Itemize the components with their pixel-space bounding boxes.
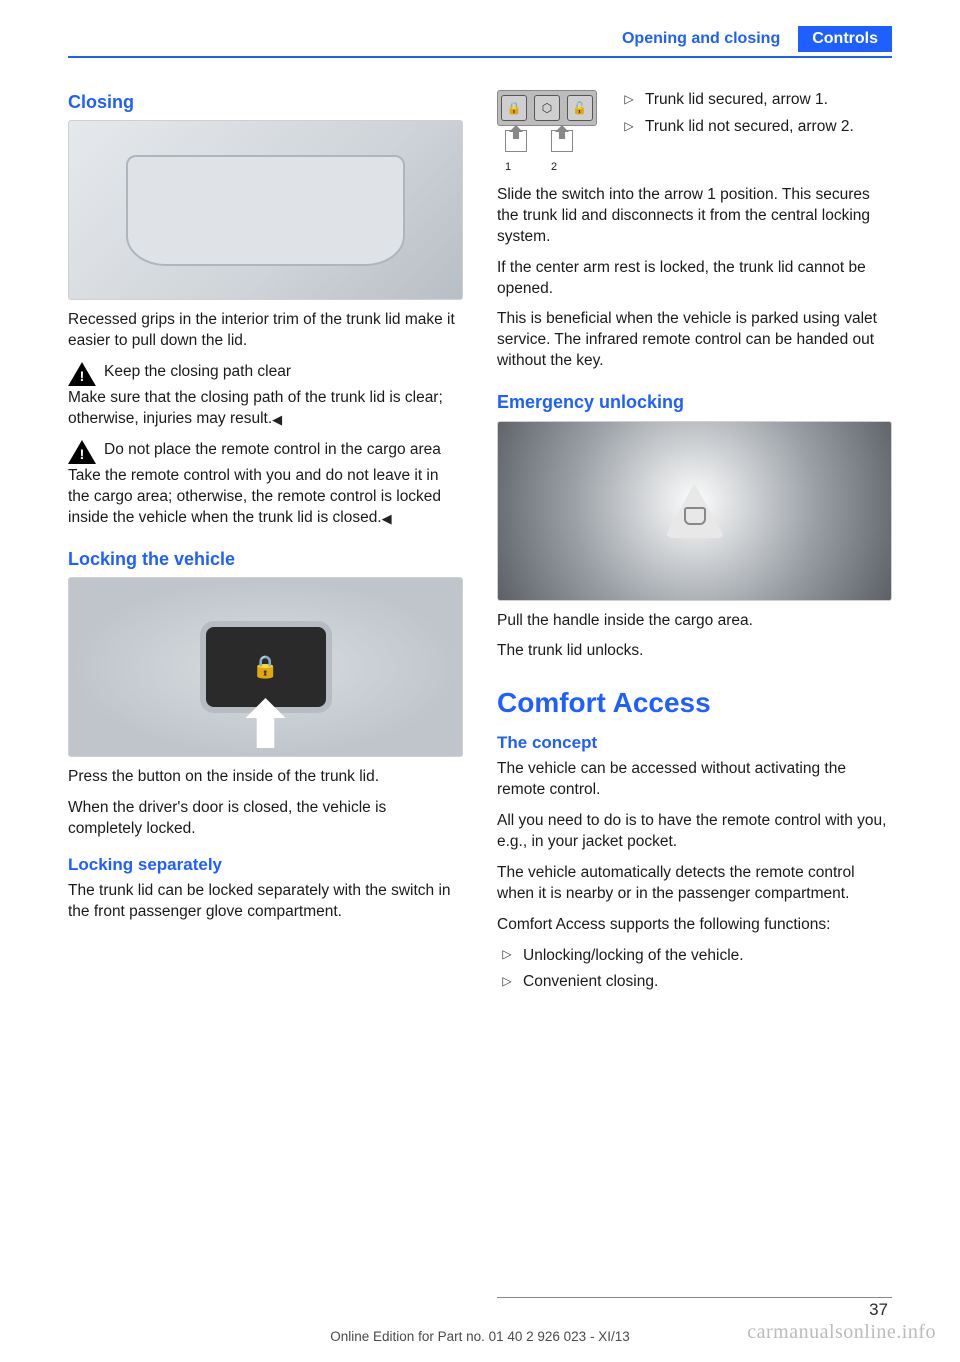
lock-open-icon: 🔓 (567, 95, 593, 121)
arrow-label-1: 1 (505, 160, 527, 175)
warning-remote-control-body: Take the remote control with you and do … (68, 466, 463, 529)
two-column-layout: Closing Recessed grips in the interior t… (68, 90, 892, 1282)
text-concept-1: The vehicle can be accessed without acti… (497, 759, 892, 801)
bullet-icon: ▷ (623, 120, 635, 132)
bullet-icon: ▷ (501, 975, 513, 987)
text-pull-handle: Pull the handle inside the cargo area. (497, 611, 892, 632)
bullet-icon: ▷ (623, 93, 635, 105)
page-header: Opening and closing Controls (622, 26, 892, 52)
text-armrest: If the center arm rest is locked, the tr… (497, 258, 892, 300)
list-item: ▷ Trunk lid not secured, arrow 2. (619, 117, 892, 138)
warning-body-text: Make sure that the closing path of the t… (68, 389, 443, 427)
bullet-icon: ▷ (501, 949, 513, 961)
text-drivers-door: When the driver's door is closed, the ve… (68, 798, 463, 840)
warning-closing-path: ! Keep the closing path clear (68, 362, 463, 386)
text-concept-3: The vehicle automatically detects the re… (497, 863, 892, 905)
warning-text: Keep the closing path clear (104, 362, 463, 386)
bullet-text: Unlocking/locking of the vehicle. (523, 946, 744, 967)
arrow-labels-row: 1 2 (497, 130, 607, 167)
right-column: 🔒 ⬡ 🔓 1 2 ▷ Tr (497, 90, 892, 1282)
text-press-button: Press the button on the inside of the tr… (68, 767, 463, 788)
emergency-handle-icon (665, 483, 725, 538)
heading-locking-vehicle: Locking the vehicle (68, 547, 463, 571)
text-concept-4: Comfort Access supports the following fu… (497, 915, 892, 936)
warning-icon: ! (68, 440, 96, 464)
trunk-icon: ⬡ (534, 95, 560, 121)
text-locking-separately: The trunk lid can be locked separately w… (68, 881, 463, 923)
lock-icon: 🔒 (252, 652, 279, 682)
text-valet: This is beneficial when the vehicle is p… (497, 309, 892, 372)
heading-locking-separately: Locking separately (68, 854, 463, 877)
switch-panel-graphic: 🔒 ⬡ 🔓 (497, 90, 597, 126)
arrow-up-icon (551, 130, 573, 152)
text-slide-switch: Slide the switch into the arrow 1 positi… (497, 185, 892, 248)
page-number: 37 (869, 1300, 888, 1320)
text-recessed-grips: Recessed grips in the interior trim of t… (68, 310, 463, 352)
left-column: Closing Recessed grips in the interior t… (68, 90, 463, 1282)
list-item: ▷ Trunk lid secured, arrow 1. (619, 90, 892, 111)
figure-emergency-handle (497, 421, 892, 601)
lock-button-graphic: 🔒 (206, 627, 326, 707)
warning-closing-path-body: Make sure that the closing path of the t… (68, 388, 463, 430)
end-marker-icon: ◀ (272, 411, 282, 429)
heading-the-concept: The concept (497, 732, 892, 755)
heading-closing: Closing (68, 90, 463, 114)
lock-closed-icon: 🔒 (501, 95, 527, 121)
text-trunk-unlocks: The trunk lid unlocks. (497, 641, 892, 662)
warning-remote-control: ! Do not place the remote control in the… (68, 440, 463, 464)
figure-glove-switch: 🔒 ⬡ 🔓 1 2 (497, 90, 607, 167)
watermark-text: carmanualsonline.info (747, 1321, 936, 1344)
page-rule (497, 1297, 892, 1298)
breadcrumb-section: Opening and closing (622, 30, 780, 48)
bullet-text: Trunk lid not secured, arrow 2. (645, 117, 854, 138)
chapter-badge: Controls (798, 26, 892, 52)
end-marker-icon: ◀ (382, 510, 392, 528)
bullet-text: Trunk lid secured, arrow 1. (645, 90, 828, 111)
bullet-text: Convenient closing. (523, 972, 658, 993)
warning-text: Do not place the remote control in the c… (104, 440, 463, 464)
switch-figure-block: 🔒 ⬡ 🔓 1 2 ▷ Tr (497, 90, 892, 173)
list-item: ▷ Unlocking/locking of the vehicle. (497, 946, 892, 967)
list-item: ▷ Convenient closing. (497, 972, 892, 993)
arrow-up-icon (505, 130, 527, 152)
warning-icon: ! (68, 362, 96, 386)
figure-trunk-lid-interior (68, 120, 463, 300)
arrow-label-2: 2 (551, 160, 573, 175)
heading-emergency-unlocking: Emergency unlocking (497, 390, 892, 414)
text-concept-2: All you need to do is to have the remote… (497, 811, 892, 853)
header-divider (68, 56, 892, 58)
figure-trunk-lock-button: 🔒 (68, 577, 463, 757)
heading-comfort-access: Comfort Access (497, 684, 892, 722)
